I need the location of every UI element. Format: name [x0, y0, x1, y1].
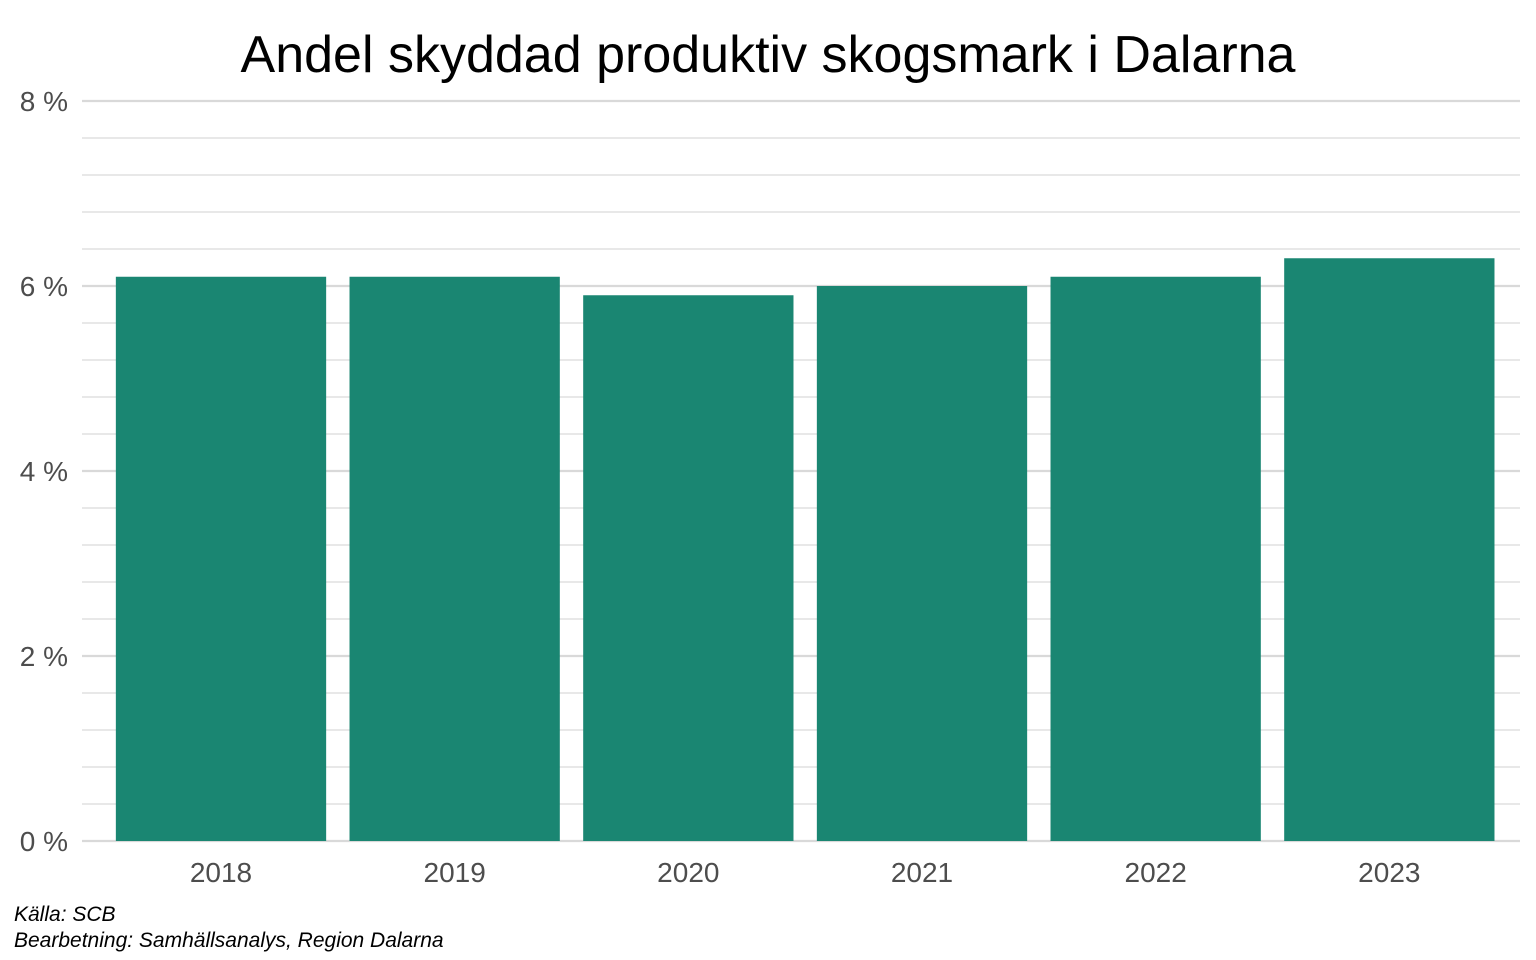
bar [816, 286, 1028, 841]
bar [1284, 258, 1495, 841]
bar [349, 276, 560, 841]
x-tick-label: 2020 [657, 857, 719, 888]
source-caption: Källa: SCB [14, 903, 116, 926]
y-tick-label: 8 % [20, 86, 68, 117]
x-axis-tick-labels: 2018 2019 2020 2021 2022 2023 [190, 857, 1421, 888]
x-tick-label: 2021 [891, 857, 953, 888]
y-tick-label: 4 % [20, 456, 68, 487]
x-tick-label: 2018 [190, 857, 252, 888]
bars [115, 258, 1495, 841]
y-axis-tick-labels: 0 % 2 % 4 % 6 % 8 % [20, 86, 68, 857]
y-tick-label: 0 % [20, 826, 68, 857]
x-tick-label: 2023 [1358, 857, 1420, 888]
bar [583, 295, 794, 841]
processing-caption: Bearbetning: Samhällsanalys, Region Dala… [14, 929, 444, 952]
bar [115, 276, 327, 841]
x-tick-label: 2019 [424, 857, 486, 888]
y-tick-label: 6 % [20, 271, 68, 302]
bar [1050, 276, 1261, 841]
x-tick-label: 2022 [1125, 857, 1187, 888]
chart-title: Andel skyddad produktiv skogsmark i Dala… [241, 26, 1296, 84]
y-tick-label: 2 % [20, 641, 68, 672]
